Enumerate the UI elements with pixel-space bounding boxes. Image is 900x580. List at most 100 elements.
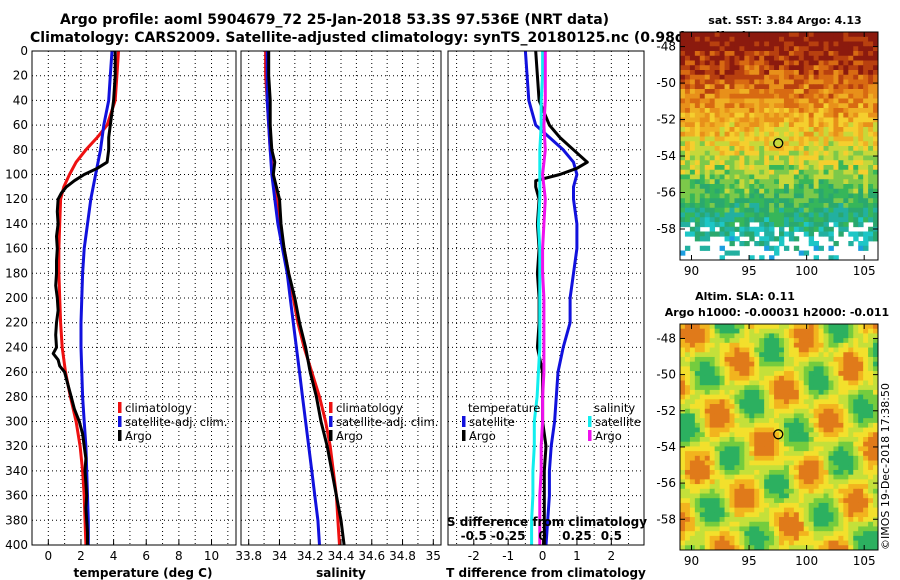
- map-pixel: [833, 498, 839, 504]
- map-pixel: [749, 479, 755, 485]
- map-pixel: [694, 32, 701, 38]
- map-pixel: [769, 41, 775, 47]
- map-pixel: [828, 512, 834, 518]
- map-pixel: [704, 418, 711, 424]
- map-pixel: [744, 540, 750, 546]
- map-pixel: [719, 226, 725, 232]
- map-pixel: [744, 174, 750, 180]
- difference-legend: temperature satellite Argo salinity sate…: [462, 401, 641, 443]
- map-pixel: [833, 437, 839, 443]
- map-pixel: [793, 127, 800, 133]
- map-pixel: [828, 408, 834, 414]
- map-pixel: [813, 545, 819, 551]
- map-pixel: [843, 41, 849, 47]
- map-pixel: [709, 460, 716, 466]
- map-pixel: [848, 184, 854, 190]
- map-pixel: [863, 108, 869, 114]
- map-pixel: [719, 399, 725, 405]
- map-pixel: [684, 479, 691, 485]
- map-pixel: [848, 160, 854, 166]
- map-pixel: [724, 352, 730, 358]
- map-pixel: [818, 371, 824, 377]
- map-pixel: [764, 136, 770, 142]
- map-pixel: [848, 342, 854, 348]
- map-pixel: [818, 479, 824, 485]
- map-pixel: [734, 155, 740, 161]
- map-pixel: [783, 203, 790, 209]
- map-pixel: [694, 328, 701, 334]
- map-pixel: [694, 70, 701, 76]
- map-pixel: [818, 493, 824, 499]
- map-pixel: [863, 65, 869, 71]
- map-pixel: [793, 324, 800, 330]
- map-pixel: [858, 437, 864, 443]
- map-pixel: [764, 517, 770, 523]
- map-pixel: [848, 231, 854, 237]
- map-pixel: [684, 51, 691, 57]
- map-pixel: [828, 455, 834, 461]
- map-pixel: [709, 502, 716, 509]
- map-pixel: [873, 89, 879, 95]
- map-pixel: [729, 241, 735, 247]
- map-pixel: [833, 441, 839, 447]
- map-pixel: [739, 404, 745, 410]
- map-pixel: [680, 55, 686, 61]
- map-pixel: [853, 517, 859, 523]
- map-pixel: [754, 55, 760, 61]
- map-pixel: [774, 89, 780, 95]
- map-pixel: [749, 389, 755, 396]
- map-pixel: [803, 389, 810, 396]
- map-pixel: [759, 198, 765, 204]
- map-pixel: [828, 32, 834, 38]
- map-pixel: [699, 404, 706, 410]
- map-pixel: [833, 212, 839, 218]
- map-pixel: [719, 55, 725, 61]
- map-pixel: [823, 469, 829, 476]
- map-pixel: [729, 389, 735, 396]
- map-pixel: [808, 394, 815, 400]
- map-pixel: [719, 324, 725, 330]
- map-pixel: [769, 84, 775, 90]
- map-pixel: [823, 502, 829, 509]
- map-pixel: [759, 150, 765, 156]
- map-pixel: [714, 160, 720, 166]
- map-pixel: [873, 155, 879, 161]
- sla-map-subtitle: Argo h1000: -0.00031 h2000: -0.011: [665, 306, 889, 319]
- map-pixel: [699, 74, 706, 80]
- map-pixel: [863, 389, 869, 396]
- map-pixel: [838, 474, 844, 480]
- map-pixel: [779, 352, 785, 358]
- map-pixel: [813, 32, 819, 38]
- map-pixel: [833, 451, 839, 457]
- map-pixel: [783, 356, 790, 363]
- map-pixel: [803, 51, 810, 57]
- map-pixel: [808, 422, 815, 428]
- map-pixel: [704, 60, 711, 66]
- map-pixel: [863, 51, 869, 57]
- map-pixel: [754, 526, 760, 532]
- map-pixel: [868, 51, 874, 57]
- map-pixel: [774, 179, 780, 185]
- map-pixel: [759, 36, 765, 42]
- map-pixel: [863, 437, 869, 443]
- map-pixel: [803, 65, 810, 71]
- map-pixel: [808, 404, 815, 410]
- map-pixel: [739, 36, 745, 42]
- map-pixel: [853, 361, 859, 367]
- map-pixel: [779, 226, 785, 232]
- map-pixel: [744, 193, 750, 199]
- map-pixel: [734, 108, 740, 114]
- map-pixel: [853, 41, 859, 47]
- map-pixel: [729, 380, 735, 386]
- map-pixel: [724, 474, 730, 480]
- map-pixel: [764, 79, 770, 85]
- map-pixel: [684, 484, 691, 490]
- map-pixel: [868, 32, 874, 38]
- map-pixel: [779, 212, 785, 218]
- map-pixel: [793, 531, 800, 537]
- map-pixel: [699, 441, 706, 447]
- map-pixel: [749, 451, 755, 457]
- salinity-xlabel: salinity: [316, 566, 366, 580]
- map-pixel: [783, 117, 790, 123]
- map-pixel: [689, 136, 696, 142]
